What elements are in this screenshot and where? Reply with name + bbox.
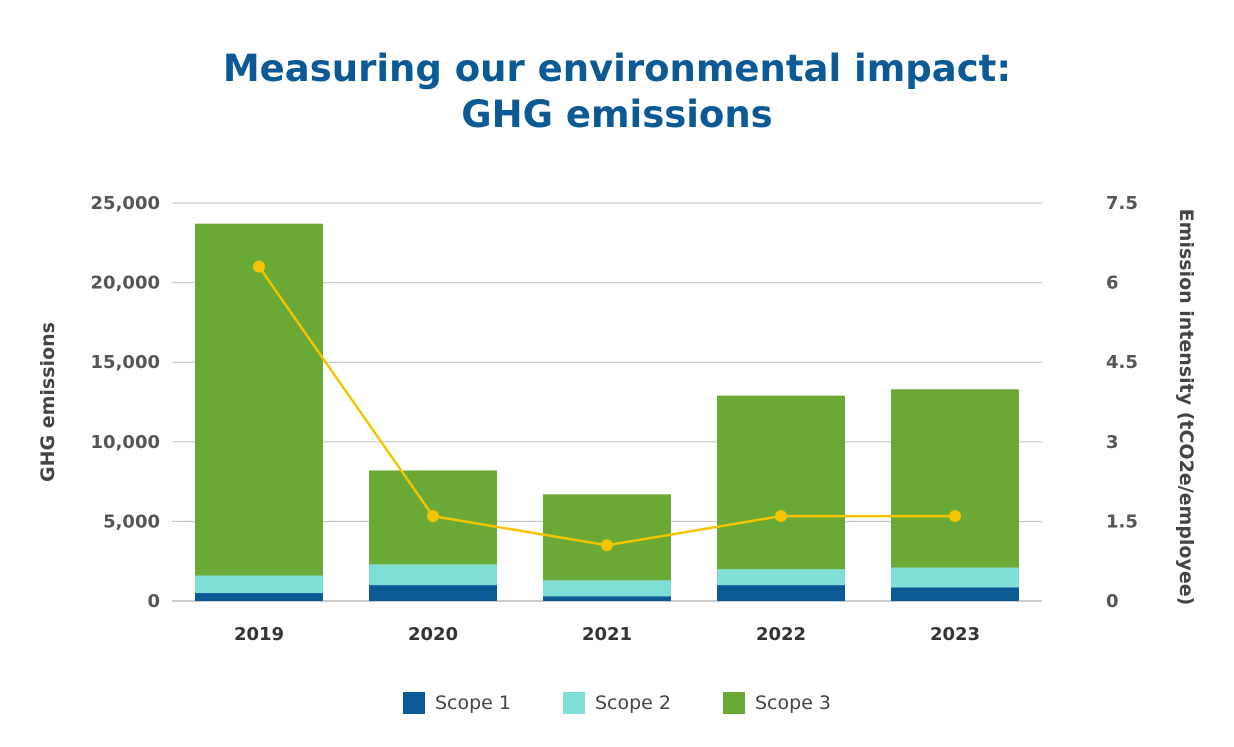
bar-scope-1 [195,593,323,601]
intensity-point [253,260,265,273]
bar-scope-1 [891,587,1019,601]
x-tick-label: 2023 [930,624,980,645]
bar-scope-2 [369,564,497,586]
legend: Scope 1 Scope 2 Scope 3 [0,692,1234,714]
y-right-tick-label: 7.5 [1106,193,1138,214]
y-axis-title: GHG emissions [37,322,59,482]
y-tick-label: 5,000 [103,511,160,532]
y-right-tick-label: 3 [1106,432,1119,453]
y-tick-label: 15,000 [91,352,160,373]
legend-item-scope-2: Scope 2 [562,692,671,714]
y-tick-label: 20,000 [91,273,160,294]
x-tick-label: 2022 [756,624,806,645]
chart-title-line-1: Measuring our environmental impact: [222,47,1012,90]
legend-label-scope-1: Scope 1 [434,692,511,714]
bar-scope-1 [717,585,845,601]
legend-item-scope-3: Scope 3 [723,692,831,714]
bar-scope-2 [717,569,845,586]
legend-swatch-scope-3 [723,692,745,714]
y-right-tick-label: 1.5 [1106,511,1138,532]
y-tick-label: 10,000 [91,432,160,453]
legend-item-scope-1: Scope 1 [402,692,511,714]
legend-swatch-scope-2 [562,692,585,714]
legend-swatch-scope-1 [402,692,425,714]
y-right-tick-label: 6 [1106,273,1119,294]
intensity-point [949,510,961,523]
y-right-axis-title: Emission intensity (tCO2e/employee) [1175,209,1197,606]
x-tick-label: 2020 [408,624,458,645]
x-tick-label: 2019 [234,624,284,645]
y-tick-label: 25,000 [91,193,160,214]
bar-scope-1 [369,585,497,601]
bar-scope-2 [195,575,323,594]
bar-scope-3 [195,223,323,576]
y-tick-label: 0 [147,591,160,612]
y-right-tick-label: 4.5 [1106,352,1138,373]
chart-title-line-2: GHG emissions [461,93,773,136]
intensity-point [601,539,613,552]
bar-scope-2 [891,567,1019,588]
bar-scope-2 [543,580,671,597]
bar-scope-1 [543,596,671,601]
intensity-point [427,510,439,523]
x-tick-label: 2021 [582,624,632,645]
legend-label-scope-2: Scope 2 [594,692,671,714]
legend-label-scope-3: Scope 3 [755,692,832,714]
bar-scope-3 [891,389,1019,568]
y-right-tick-label: 0 [1106,591,1119,612]
chart-title: Measuring our environmental impact: GHG … [0,46,1234,138]
bar-scope-3 [717,395,845,570]
intensity-point [775,510,787,523]
